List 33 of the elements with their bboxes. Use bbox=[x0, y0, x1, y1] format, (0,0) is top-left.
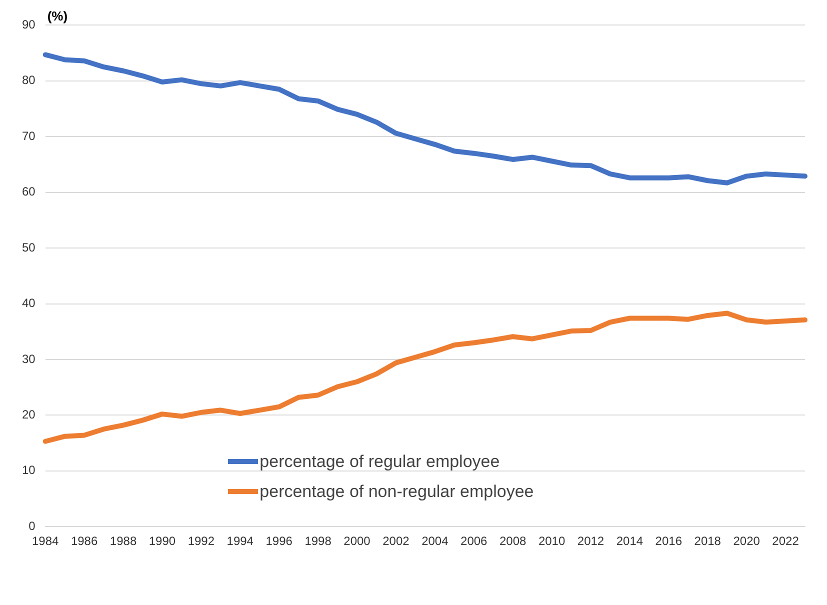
x-tick-label: 2010 bbox=[538, 534, 566, 548]
x-tick-label: 2020 bbox=[733, 534, 760, 548]
x-tick-label: 1984 bbox=[32, 534, 60, 548]
y-tick-label: 40 bbox=[22, 296, 36, 310]
y-tick-label: 10 bbox=[22, 463, 36, 478]
x-tick-label: 2002 bbox=[382, 534, 410, 548]
x-tick-label: 2008 bbox=[499, 534, 526, 548]
x-tick-label: 1992 bbox=[188, 534, 215, 548]
x-tick-label: 1986 bbox=[70, 534, 98, 548]
y-tick-label: 0 bbox=[28, 518, 36, 533]
x-tick-label: 1988 bbox=[110, 534, 137, 548]
y-tick-label: 70 bbox=[22, 128, 36, 143]
legend-label: percentage of regular employee bbox=[260, 452, 500, 472]
y-tick-label: 30 bbox=[22, 352, 36, 366]
x-tick-label: 2000 bbox=[344, 534, 371, 548]
x-tick-label: 2014 bbox=[616, 534, 644, 548]
y-tick-label: 80 bbox=[22, 73, 36, 88]
x-tick-label: 1990 bbox=[148, 534, 176, 548]
x-tick-label: 2018 bbox=[694, 534, 722, 548]
x-tick-label: 2012 bbox=[577, 534, 604, 548]
x-tick-label: 2006 bbox=[460, 534, 488, 548]
legend-label: percentage of non-regular employee bbox=[260, 482, 534, 502]
y-tick-label: 60 bbox=[22, 184, 36, 199]
x-tick-label: 2022 bbox=[772, 534, 800, 548]
y-tick-label: 20 bbox=[22, 407, 36, 422]
x-tick-label: 2016 bbox=[655, 534, 682, 548]
x-tick-label: 2004 bbox=[422, 534, 449, 548]
y-tick-label: 90 bbox=[22, 18, 36, 32]
x-tick-label: 1994 bbox=[226, 534, 254, 548]
y-axis-title: (%) bbox=[47, 8, 68, 24]
x-tick-label: 1996 bbox=[266, 534, 293, 548]
x-tick-label: 1998 bbox=[304, 534, 332, 548]
y-tick-label: 50 bbox=[22, 240, 36, 254]
